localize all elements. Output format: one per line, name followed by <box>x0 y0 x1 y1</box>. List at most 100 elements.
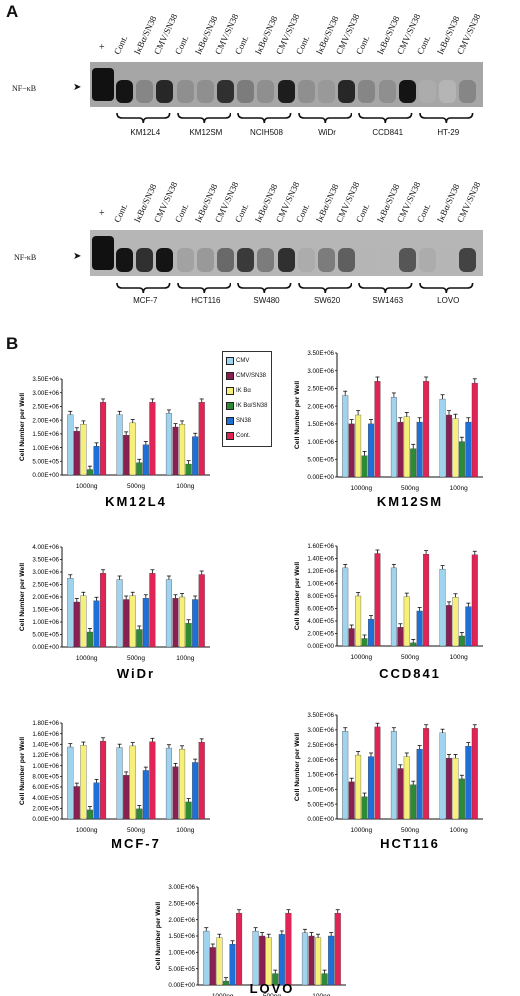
bar <box>361 796 368 820</box>
legend-item: Cont. <box>226 431 250 441</box>
blot-band <box>277 248 295 272</box>
y-tick-label: 1.00E+06 <box>32 445 59 452</box>
cell-line-label: KM12SM <box>189 128 223 137</box>
brace-icon <box>358 112 413 124</box>
blot-band <box>398 248 416 272</box>
y-tick-label: 2.50E+06 <box>307 386 334 393</box>
bar <box>73 786 80 820</box>
blot-group-2: + NF-κB ➤ Cont. IκBα/SN38 CMV/SN38 Cont. IκB… <box>0 0 520 305</box>
y-tick-label: 2.50E+06 <box>32 404 59 411</box>
blot-group-1: + NF−κB ➤ Cont. IκBα/SN38 CMV/SN38 Cont. IκB… <box>0 0 520 140</box>
y-tick-label: 0.00E+00 <box>168 982 195 989</box>
legend-item: CMV <box>226 356 249 366</box>
chart-title: KM12SM <box>377 494 443 509</box>
blot-band <box>459 248 477 272</box>
y-axis-label: Cell Number per Well <box>294 381 301 449</box>
y-tick-label: 1.00E+06 <box>32 763 59 770</box>
bar <box>410 448 417 478</box>
chart-title: KM12L4 <box>105 494 167 509</box>
plus-lane-label: + <box>99 42 105 53</box>
bar <box>172 598 179 648</box>
bar <box>397 768 404 820</box>
bar <box>416 610 423 647</box>
blot-band <box>237 248 255 272</box>
blot-band <box>156 248 174 272</box>
legend-item: SN38 <box>226 416 251 426</box>
y-tick-label: 0.00E+00 <box>32 816 59 823</box>
bar <box>80 745 87 820</box>
y-tick-label: 0.00E+00 <box>32 472 59 479</box>
bar <box>179 596 186 648</box>
chart-title: WiDr <box>117 666 155 681</box>
y-tick-label: 1.40E+06 <box>307 556 334 563</box>
bar <box>165 579 172 648</box>
x-tick-label: 500ng <box>127 827 145 834</box>
blot-band <box>116 80 133 103</box>
x-tick-label: 1000ng <box>76 827 98 834</box>
x-tick-label: 100ng <box>176 483 194 490</box>
blot-band <box>297 80 315 103</box>
blot-band <box>277 80 295 103</box>
brace-icon <box>116 112 171 124</box>
panel-b-letter: B <box>6 334 19 353</box>
bar <box>471 728 478 820</box>
bar <box>458 635 465 647</box>
y-tick-label: 2.00E+06 <box>307 757 334 764</box>
bar <box>86 631 93 648</box>
blot-band-positive <box>92 68 114 101</box>
x-tick-label: 500ng <box>401 485 419 492</box>
cell-line-label: SW480 <box>253 296 280 305</box>
y-tick-label: 8.00E+05 <box>307 593 334 600</box>
bar <box>315 937 322 986</box>
bar <box>342 567 349 647</box>
blot-band <box>217 80 234 103</box>
bar <box>321 973 328 986</box>
bar <box>410 784 417 820</box>
x-tick-label: 100ng <box>312 993 330 996</box>
bar <box>216 937 223 986</box>
brace-icon <box>419 112 474 124</box>
bar <box>416 749 423 820</box>
bar <box>259 935 266 986</box>
y-tick-label: 2.00E+05 <box>32 806 59 813</box>
bar <box>465 746 472 820</box>
plus-lane-label: + <box>99 208 105 219</box>
blot-band <box>196 248 214 272</box>
cell-line-label: SW620 <box>313 296 341 305</box>
bar <box>458 778 465 820</box>
bar <box>185 623 192 648</box>
bar <box>334 912 341 986</box>
bar <box>446 414 452 478</box>
bar <box>192 436 199 476</box>
bar <box>100 573 107 648</box>
bar <box>423 728 430 820</box>
bar <box>116 747 123 820</box>
y-tick-label: 3.00E+06 <box>32 390 59 397</box>
legend: CMV CMV/SN38 IK Bα IK Bα/SN38 SN38 Cont. <box>222 351 272 447</box>
y-tick-label: 1.50E+06 <box>168 933 195 940</box>
legend-swatch <box>226 402 234 410</box>
y-tick-label: 3.00E+06 <box>168 884 195 891</box>
blot-band <box>358 80 376 103</box>
bar <box>80 424 87 476</box>
y-axis-label: Cell Number per Well <box>155 902 162 970</box>
bar <box>458 441 465 478</box>
bar <box>165 413 172 476</box>
bar <box>285 912 292 986</box>
y-tick-label: 5.00E+05 <box>32 632 59 639</box>
blot-band <box>116 248 133 272</box>
bar <box>465 421 472 478</box>
x-tick-label: 500ng <box>263 993 281 996</box>
y-axis-label: Cell Number per Well <box>294 733 301 801</box>
x-tick-label: 1000ng <box>350 485 372 492</box>
chart-title: MCF-7 <box>111 836 161 851</box>
bar <box>149 741 156 820</box>
y-tick-label: 8.00E+05 <box>32 774 59 781</box>
y-tick-label: 1.60E+06 <box>307 543 334 550</box>
bar <box>452 757 459 820</box>
bar <box>149 573 156 648</box>
bar <box>185 463 192 476</box>
bar <box>142 598 149 648</box>
y-tick-label: 3.50E+06 <box>307 712 334 719</box>
bar <box>348 423 355 478</box>
